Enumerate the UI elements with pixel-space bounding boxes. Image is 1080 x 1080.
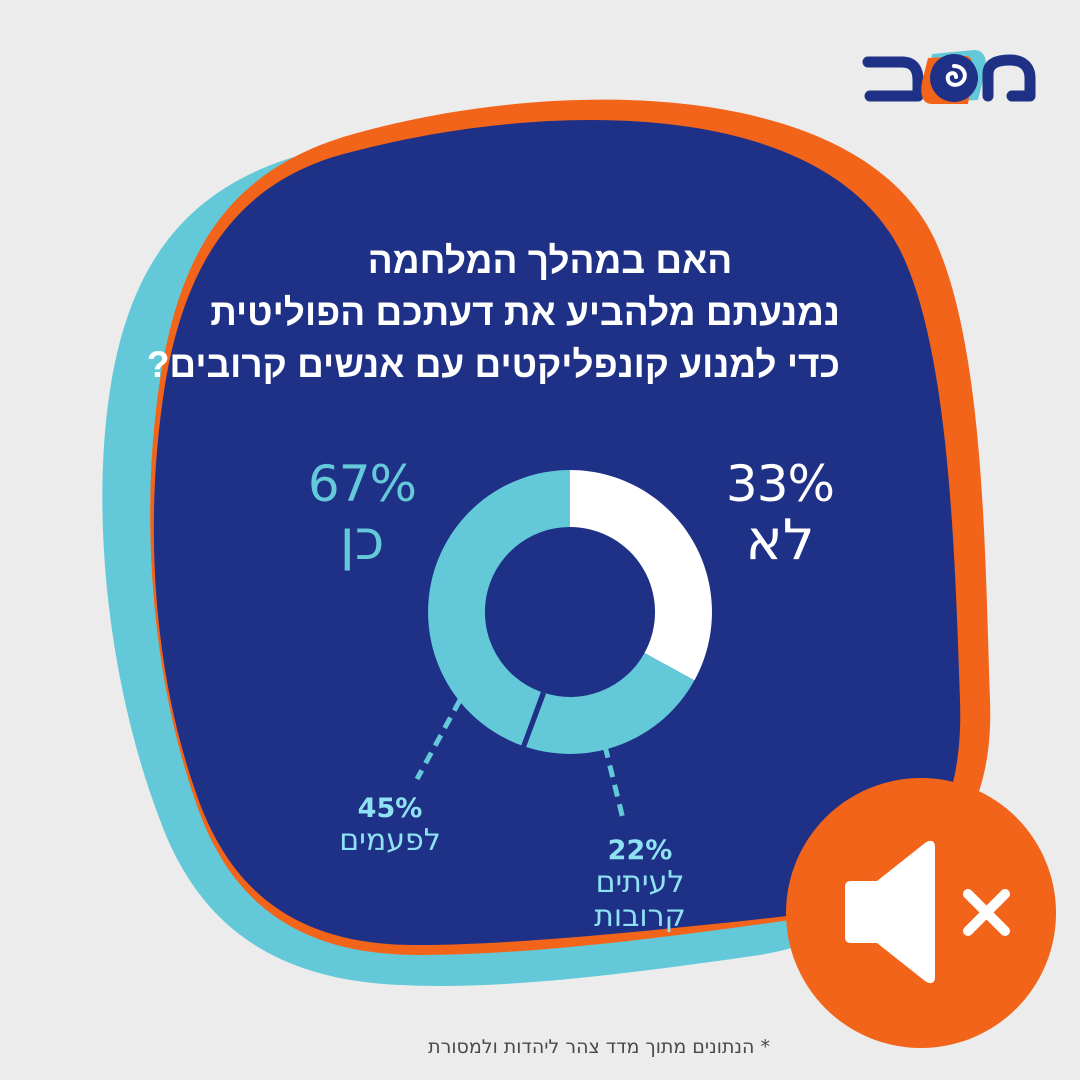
leader-line-often xyxy=(602,745,626,820)
navy-blob xyxy=(153,119,961,945)
question-line-3: כדי למנוע קונפליקטים עם אנשים קרובים? xyxy=(146,344,840,385)
logo-letter-mem xyxy=(982,54,1036,102)
label-no-word: לא xyxy=(745,508,815,573)
donut-chart xyxy=(428,470,712,754)
label-sometimes: 45% לפעמים xyxy=(320,794,460,858)
donut-segment-no[interactable] xyxy=(570,470,712,681)
donut-segment-sometimes[interactable] xyxy=(428,470,570,746)
label-often-word-2: קרובות xyxy=(594,899,686,934)
donut-segment-often[interactable] xyxy=(526,653,695,754)
label-often-pct: 22% xyxy=(607,835,673,866)
question-line-1: האם במהלך המלחמה xyxy=(367,240,733,281)
segment-divider xyxy=(521,691,547,748)
label-no-pct: 33% xyxy=(725,455,835,513)
mute-button[interactable] xyxy=(785,777,1057,1049)
question-line-2: נמנעתם מלהביע את דעתכם הפוליטית xyxy=(210,292,840,333)
label-often: 22% לעיתים קרובות xyxy=(570,836,710,934)
label-no: 33% לא xyxy=(710,456,850,570)
logo-letter-bet xyxy=(862,56,924,102)
label-yes: 67% כן xyxy=(292,456,432,570)
label-yes-word: כן xyxy=(339,508,385,573)
footer-note: * הנתונים מתוך מדד צהר ליהדות ולמסורת xyxy=(428,1036,770,1058)
label-often-word-1: לעיתים xyxy=(595,865,685,900)
label-sometimes-pct: 45% xyxy=(357,793,423,824)
question-title: האם במהלך המלחמה נמנעתם מלהביע את דעתכם … xyxy=(146,235,840,391)
speaker-muted-icon xyxy=(845,840,1010,984)
leader-line-sometimes xyxy=(414,698,463,781)
label-sometimes-word: לפעמים xyxy=(339,823,441,858)
brand-logo: משב xyxy=(862,50,1036,104)
label-yes-pct: 67% xyxy=(307,455,417,513)
